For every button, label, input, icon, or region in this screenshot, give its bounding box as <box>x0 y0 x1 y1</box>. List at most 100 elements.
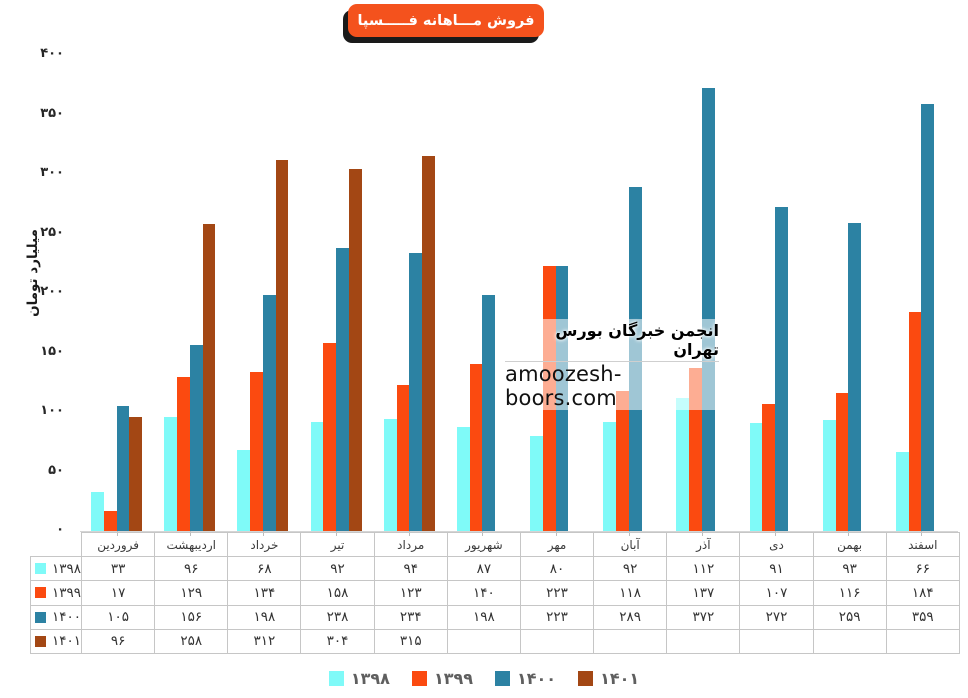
value-cell-۱۴۰۰-مرداد: ۲۳۴ <box>373 604 448 630</box>
bar-۱۴۰۱-تیر <box>348 169 362 531</box>
bar-۱۳۹۸-تیر <box>310 421 324 531</box>
month-header-اردیبهشت: اردیبهشت <box>154 531 229 558</box>
value-cell-۱۳۹۹-دی: ۱۰۷ <box>739 580 814 606</box>
bar-۱۳۹۹-دی <box>762 403 776 531</box>
bar-۱۳۹۹-فروردین <box>103 510 117 531</box>
month-header-بهمن: بهمن <box>812 531 887 558</box>
bar-۱۳۹۸-دی <box>749 422 763 531</box>
legend-swatch-۱۴۰۰ <box>495 670 510 686</box>
series-label-cell-۱۴۰۰: ۱۴۰۰ <box>29 604 83 630</box>
bar-۱۳۹۹-مرداد <box>396 384 410 531</box>
value-cell-۱۳۹۸-تیر: ۹۲ <box>300 556 375 582</box>
y-tick-label-0: ۰ <box>56 522 64 537</box>
bar-۱۴۰۱-اردیبهشت <box>202 223 216 531</box>
value-cell-۱۳۹۸-آذر: ۱۱۲ <box>666 556 741 582</box>
value-cell-۱۳۹۸-دی: ۹۱ <box>739 556 814 582</box>
value-cell-۱۴۰۰-فروردین: ۱۰۵ <box>81 604 156 630</box>
y-tick-label-150: ۱۵۰ <box>40 343 64 359</box>
bar-۱۴۰۰-تیر <box>336 247 349 531</box>
value-cell-۱۳۹۹-آذر: ۱۳۷ <box>666 580 741 606</box>
value-cell-۱۳۹۸-بهمن: ۹۳ <box>812 556 887 582</box>
legend-swatch-۱۴۰۱ <box>578 670 594 686</box>
value-cell-۱۴۰۰-مهر: ۲۲۳ <box>519 604 595 630</box>
value-cell-۱۳۹۸-مرداد: ۹۴ <box>373 556 448 582</box>
y-tick-label-200: ۲۰۰ <box>40 284 64 299</box>
legend-item-۱۴۰۱: ۱۴۰۱ <box>578 669 639 688</box>
month-header-تیر: تیر <box>300 531 375 558</box>
series-label-cell-۱۴۰۱: ۱۴۰۱ <box>29 628 83 654</box>
x-axis-line <box>80 531 958 532</box>
table-row-۱۴۰۰: ۱۴۰۰ ۱۰۵ ۱۵۶ ۱۹۸ ۲۳۸ ۲۳۴ ۱۹۸ ۲۲۳ ۲۸۹ ۳۷۲ ۲۷۲ ۲۵۹ ۳۵۹ <box>29 604 960 630</box>
bar-۱۳۹۸-فروردین <box>91 491 104 531</box>
bar-۱۳۹۸-خرداد <box>237 450 251 531</box>
month-header-شهریور: شهریور <box>446 531 521 558</box>
watermark: انجمن خبرگان بورس تهران amoozesh-boors.c… <box>505 319 719 410</box>
bar-۱۴۰۱-خرداد <box>275 159 289 531</box>
bar-۱۴۰۱-فروردین <box>129 416 143 531</box>
bar-۱۳۹۸-مرداد <box>383 419 397 531</box>
bar-۱۳۹۹-اردیبهشت <box>177 377 190 531</box>
value-cell-۱۴۰۰-آذر: ۳۷۲ <box>666 604 741 630</box>
value-cell-۱۴۰۱-آبان <box>593 628 668 654</box>
data-table-wrap: فروردین اردیبهشت خرداد تیر مرداد شهریور مهر آبا… <box>29 531 960 654</box>
series-label-cell-۱۳۹۹: ۱۳۹۹ <box>29 580 83 606</box>
bar-۱۴۰۰-اردیبهشت <box>189 345 203 531</box>
bar-۱۳۹۹-بهمن <box>835 392 849 531</box>
bar-۱۳۹۸-آبان <box>603 421 616 531</box>
legend-label: ۱۴۰۰ <box>517 668 557 688</box>
value-cell-۱۴۰۱-مهر <box>519 628 595 654</box>
bar-۱۴۰۰-بهمن <box>848 222 861 531</box>
chart-title-badge: فروش مـــاهانه فـــــسپا <box>348 4 544 37</box>
y-tick-label-350: ۳۵۰ <box>40 105 64 121</box>
bar-۱۴۰۰-شهریور <box>482 295 496 531</box>
bar-۱۳۹۹-آبان <box>616 390 629 531</box>
bar-۱۴۰۰-اسفند <box>921 103 935 531</box>
bar-۱۴۰۰-فروردین <box>116 406 130 531</box>
series-name: ۱۴۰۰ <box>52 609 82 626</box>
bar-۱۳۹۸-بهمن <box>822 420 836 531</box>
legend-item-۱۳۹۹: ۱۳۹۹ <box>411 669 473 688</box>
y-tick-label-100: ۱۰۰ <box>40 403 64 418</box>
legend-label: ۱۴۰۱ <box>600 668 640 688</box>
value-cell-۱۳۹۹-اردیبهشت: ۱۲۹ <box>154 580 229 606</box>
value-cell-۱۳۹۸-آبان: ۹۲ <box>593 556 668 582</box>
month-header-مهر: مهر <box>519 531 595 558</box>
month-header-فروردین: فروردین <box>81 531 156 558</box>
value-cell-۱۴۰۱-آذر <box>666 628 741 654</box>
value-cell-۱۴۰۱-مرداد: ۳۱۵ <box>373 628 448 654</box>
value-cell-۱۴۰۱-اردیبهشت: ۲۵۸ <box>154 628 229 654</box>
value-cell-۱۴۰۰-تیر: ۲۳۸ <box>300 604 375 630</box>
bar-۱۳۹۸-اردیبهشت <box>164 416 177 531</box>
series-swatch-۱۴۰۱ <box>35 635 46 647</box>
y-tick-label-250: ۲۵۰ <box>40 224 64 240</box>
value-cell-۱۳۹۸-اسفند: ۶۶ <box>885 556 960 582</box>
value-cell-۱۴۰۱-شهریور <box>446 628 521 654</box>
value-cell-۱۳۹۹-فروردین: ۱۷ <box>81 580 156 606</box>
value-cell-۱۳۹۸-مهر: ۸۰ <box>519 556 595 582</box>
bar-۱۳۹۸-مهر <box>530 435 543 531</box>
bar-۱۳۹۸-شهریور <box>456 427 470 531</box>
table-row-۱۳۹۹: ۱۳۹۹ ۱۷ ۱۲۹ ۱۳۴ ۱۵۸ ۱۲۳ ۱۴۰ ۲۲۳ ۱۱۸ ۱۳۷ ۱۰۷ ۱۱۶ ۱۸۴ <box>29 580 960 606</box>
legend-label: ۱۳۹۸ <box>350 668 390 688</box>
month-header-اسفند: اسفند <box>885 531 960 558</box>
table-row-۱۴۰۱: ۱۴۰۱ ۹۶ ۲۵۸ ۳۱۲ ۳۰۴ ۳۱۵ <box>29 628 960 654</box>
watermark-divider <box>505 361 719 362</box>
legend-item-۱۴۰۰: ۱۴۰۰ <box>495 669 556 688</box>
value-cell-۱۴۰۱-خرداد: ۳۱۲ <box>227 628 302 654</box>
legend-swatch-۱۳۹۸ <box>328 670 344 686</box>
value-cell-۱۳۹۹-مرداد: ۱۲۳ <box>373 580 448 606</box>
legend: ۱۳۹۸ ۱۳۹۹ ۱۴۰۰ ۱۴۰۱ <box>0 663 968 693</box>
table-corner-cell <box>31 533 82 557</box>
value-cell-۱۳۹۹-مهر: ۲۲۳ <box>519 580 595 606</box>
bar-۱۳۹۹-خرداد <box>250 371 263 531</box>
bar-۱۴۰۰-دی <box>775 207 788 531</box>
value-cell-۱۴۰۰-بهمن: ۲۵۹ <box>812 604 887 630</box>
month-header-خرداد: خرداد <box>227 531 302 558</box>
data-table: فروردین اردیبهشت خرداد تیر مرداد شهریور مهر آبا… <box>29 531 960 654</box>
value-cell-۱۴۰۰-اسفند: ۳۵۹ <box>885 604 960 630</box>
y-tick-label-400: ۴۰۰ <box>40 46 64 61</box>
bar-۱۳۹۸-اسفند <box>895 452 909 531</box>
value-cell-۱۴۰۱-تیر: ۳۰۴ <box>300 628 375 654</box>
bar-۱۴۰۰-آذر <box>701 88 715 531</box>
series-swatch-۱۴۰۰ <box>35 611 46 623</box>
